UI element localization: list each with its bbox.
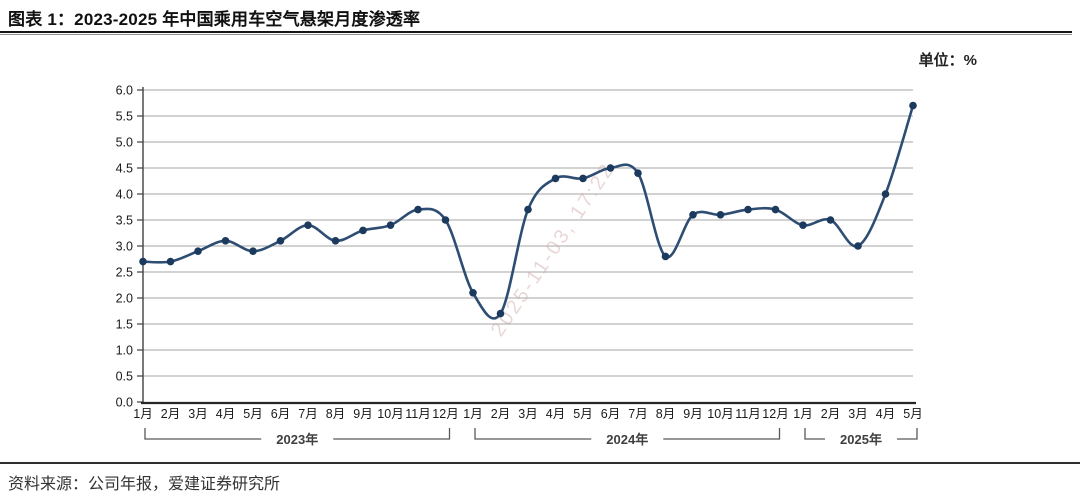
data-point-marker [551, 174, 560, 183]
x-tick-label: 1月 [793, 407, 812, 421]
data-points [139, 101, 917, 318]
data-point-marker [331, 237, 340, 245]
data-point-marker [304, 221, 312, 229]
data-point-marker [194, 247, 202, 255]
x-tick-label: 10月 [707, 407, 733, 421]
title-divider [0, 31, 1072, 33]
year-bracket [474, 428, 781, 440]
data-point-marker [744, 205, 752, 214]
y-axis: 0.0 0.5 1.0 1.5 2.0 2.5 3.0 3.5 4.0 4.5 5.0 5.5 6.0 [116, 84, 144, 410]
y-tick-label: 1.5 [116, 318, 133, 332]
y-tick-label: 4.0 [116, 188, 133, 202]
x-tick-label: 4月 [876, 407, 895, 421]
data-point-marker [661, 252, 670, 261]
year-bracket-label: 2024年 [606, 432, 648, 447]
x-tick-label: 2月 [821, 407, 840, 421]
data-point-marker [716, 211, 725, 219]
page-title: 图表 1：2023-2025 年中国乘用车空气悬架月度渗透率 [8, 10, 421, 29]
data-point-marker [469, 289, 477, 297]
y-tick-label: 3.5 [116, 214, 133, 228]
x-tick-label: 4月 [546, 407, 565, 421]
title-divider-thin [0, 34, 1072, 35]
y-tick-label: 4.5 [116, 162, 133, 176]
data-point-marker [139, 257, 147, 266]
data-point-marker [249, 247, 257, 255]
data-point-marker [414, 205, 422, 214]
x-tick-label: 9月 [683, 407, 702, 421]
x-tick-labels: 1月 2月 3月 4月 5月 6月 7月 8月 9月 10月 11月 12月 1月 2月 3月 4月 5月 6月 7… [133, 407, 922, 421]
x-tick-label: 5月 [903, 407, 922, 421]
y-tick-label: 0.0 [116, 396, 133, 410]
x-tick-label: 7月 [298, 407, 317, 421]
y-tick-label: 3.0 [116, 240, 133, 254]
data-point-marker [524, 205, 532, 214]
data-point-marker [359, 226, 367, 235]
year-bracket-label: 2023年 [276, 432, 318, 447]
year-bracket-label: 2025年 [840, 432, 882, 447]
x-tick-label: 2月 [491, 407, 510, 421]
year-brackets: 2023年 2024年 2025年 [144, 428, 918, 447]
x-tick-label: 12月 [432, 407, 458, 421]
x-tick-label: 2月 [161, 407, 180, 421]
x-tick-label: 5月 [243, 407, 262, 421]
data-point-marker [386, 221, 395, 229]
data-point-marker [881, 190, 890, 198]
year-bracket [144, 428, 451, 440]
data-point-marker [854, 242, 862, 250]
data-point-marker [221, 237, 230, 245]
y-tick-label: 2.5 [116, 266, 133, 280]
x-tick-label: 4月 [216, 407, 235, 421]
data-point-marker [689, 211, 697, 219]
x-tick-label: 12月 [762, 407, 788, 421]
x-tick-label: 5月 [573, 407, 592, 421]
y-tick-label: 0.5 [116, 370, 133, 384]
footer-divider [0, 462, 1080, 464]
unit-label: 单位：% [918, 52, 977, 69]
x-tick-label: 11月 [735, 407, 760, 421]
data-point-marker [166, 257, 175, 266]
data-point-marker [441, 216, 450, 224]
y-tick-label: 1.0 [116, 344, 133, 358]
x-tick-label: 9月 [353, 407, 372, 421]
data-point-marker [826, 216, 835, 224]
source-note: 资料来源：公司年报，爱建证券研究所 [8, 476, 281, 493]
x-tick-label: 3月 [188, 407, 207, 421]
x-tick-label: 11月 [405, 407, 430, 421]
x-tick-label: 8月 [326, 407, 345, 421]
year-bracket [804, 428, 918, 440]
timestamp-watermark: 2025-11-03, 17:22 [487, 159, 620, 341]
gridlines [143, 89, 913, 377]
x-tick-label: 6月 [271, 407, 290, 421]
data-point-marker [909, 101, 917, 110]
data-point-marker [634, 169, 642, 177]
y-tick-label: 2.0 [116, 292, 133, 306]
data-point-marker [496, 309, 505, 318]
data-point-marker [771, 205, 780, 214]
y-tick-label: 5.0 [116, 136, 133, 150]
x-tick-label: 3月 [848, 407, 867, 421]
data-point-marker [579, 174, 587, 183]
data-point-marker [606, 164, 615, 172]
x-tick-label: 7月 [628, 407, 647, 421]
x-tick-label: 1月 [463, 407, 482, 421]
y-tick-label: 5.5 [116, 110, 133, 124]
x-tick-label: 10月 [377, 407, 403, 421]
y-tick-label: 6.0 [116, 84, 133, 98]
x-tick-label: 8月 [656, 407, 675, 421]
x-tick-label: 1月 [133, 407, 152, 421]
x-tick-label: 3月 [518, 407, 537, 421]
data-point-marker [799, 221, 807, 229]
data-point-marker [276, 237, 285, 245]
x-tick-label: 6月 [601, 407, 620, 421]
